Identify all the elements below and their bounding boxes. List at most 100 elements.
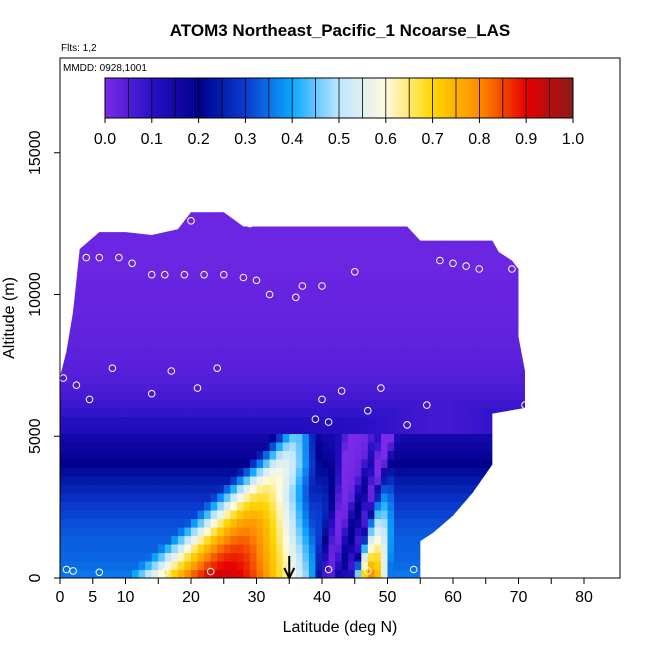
heatmap-cell [485,314,493,324]
heatmap-cell [210,348,218,358]
heatmap-cell [217,220,225,230]
heatmap-cell [466,237,474,247]
heatmap-cell [210,492,218,503]
heatmap-cell [191,246,199,256]
heatmap-cell [348,373,356,383]
heatmap-cell [322,212,330,213]
heatmap-cell [348,450,356,460]
heatmap-cell [86,263,94,273]
heatmap-cell [73,314,81,324]
heatmap-cell [518,501,525,511]
heatmap-cell [315,390,323,400]
heatmap-cell [132,560,140,571]
heatmap-cell [105,450,113,460]
heatmap-cell [505,373,513,383]
heatmap-cell [498,365,506,375]
heatmap-cell [459,297,467,307]
heatmap-cell [217,467,225,477]
x-tick-label: 80 [575,589,593,606]
heatmap-cell [433,229,441,239]
heatmap-cell [322,331,330,341]
heatmap-cell [204,518,212,528]
heatmap-cell [197,467,205,477]
heatmap-cell [177,356,186,366]
heatmap-cell [498,229,506,239]
heatmap-cell [151,560,159,571]
heatmap-cell [282,458,290,469]
heatmap-cell [525,425,532,434]
heatmap-cell [236,331,244,341]
heatmap-cell [269,237,277,247]
heatmap-cell [492,212,500,222]
colorbar-tick-label: 0.8 [468,131,490,148]
heatmap-cell [361,271,369,281]
heatmap-cell [269,441,277,452]
heatmap-cell [92,509,100,520]
heatmap-cell [328,339,336,349]
heatmap-cell [204,305,212,315]
heatmap-cell [394,246,402,256]
heatmap-cell [394,365,402,375]
heatmap-cell [164,450,172,460]
heatmap-cell [525,331,532,340]
heatmap-cell [79,416,87,426]
heatmap-cell [223,356,231,366]
heatmap-cell [413,569,421,579]
heatmap-cell [439,399,448,409]
heatmap-cell [380,271,389,281]
heatmap-cell [322,220,330,230]
heatmap-cell [132,305,140,315]
heatmap-cell [328,254,336,264]
heatmap-cell [439,297,448,307]
heatmap-cell [66,450,74,460]
heatmap-cell [315,271,323,281]
heatmap-cell [73,356,81,366]
heatmap-cell [302,288,310,298]
heatmap-cell [132,390,140,400]
heatmap-cell [66,569,74,579]
heatmap-cell [361,288,369,298]
heatmap-cell [289,484,297,494]
heatmap-cell [282,433,290,443]
x-axis: 0 5 10 20 30 40 50 60 70 80 [56,578,593,606]
heatmap-cell [289,356,297,366]
heatmap-cell [125,399,133,409]
heatmap-cell [99,458,107,469]
heatmap-cell [249,433,258,443]
heatmap-cell [348,458,356,469]
heatmap-cell [479,373,487,383]
heatmap-cell [361,254,369,264]
heatmap-cell [230,254,238,264]
heatmap-cell [125,484,133,494]
heatmap-cell [243,560,251,571]
heatmap-cell [269,314,277,324]
heatmap-cell [361,526,369,537]
heatmap-cell [420,390,428,400]
heatmap-cell [73,237,81,247]
heatmap-cell [249,484,258,494]
heatmap-cell [505,407,513,418]
heatmap-cell [171,373,179,383]
heatmap-cell [158,254,166,264]
heatmap-cell [380,229,389,239]
heatmap-cell [243,382,251,392]
heatmap-cell [459,475,467,486]
heatmap-cell [466,322,474,332]
heatmap-cell [341,314,349,324]
heatmap-cell [453,288,461,298]
heatmap-cell [426,552,434,562]
heatmap-cell [66,305,74,315]
heatmap-cell [374,399,382,409]
heatmap-cell [308,552,317,562]
heatmap-cell [177,237,186,247]
heatmap-cell [511,552,520,562]
heatmap-cell [492,416,500,426]
heatmap-cell [446,552,454,562]
heatmap-cell [92,501,100,511]
heatmap-cell [302,322,310,332]
heatmap-cell [105,314,113,324]
heatmap-cell [302,339,310,349]
heatmap-cell [374,280,382,290]
heatmap-cell [367,552,375,562]
heatmap-cell [446,543,454,554]
